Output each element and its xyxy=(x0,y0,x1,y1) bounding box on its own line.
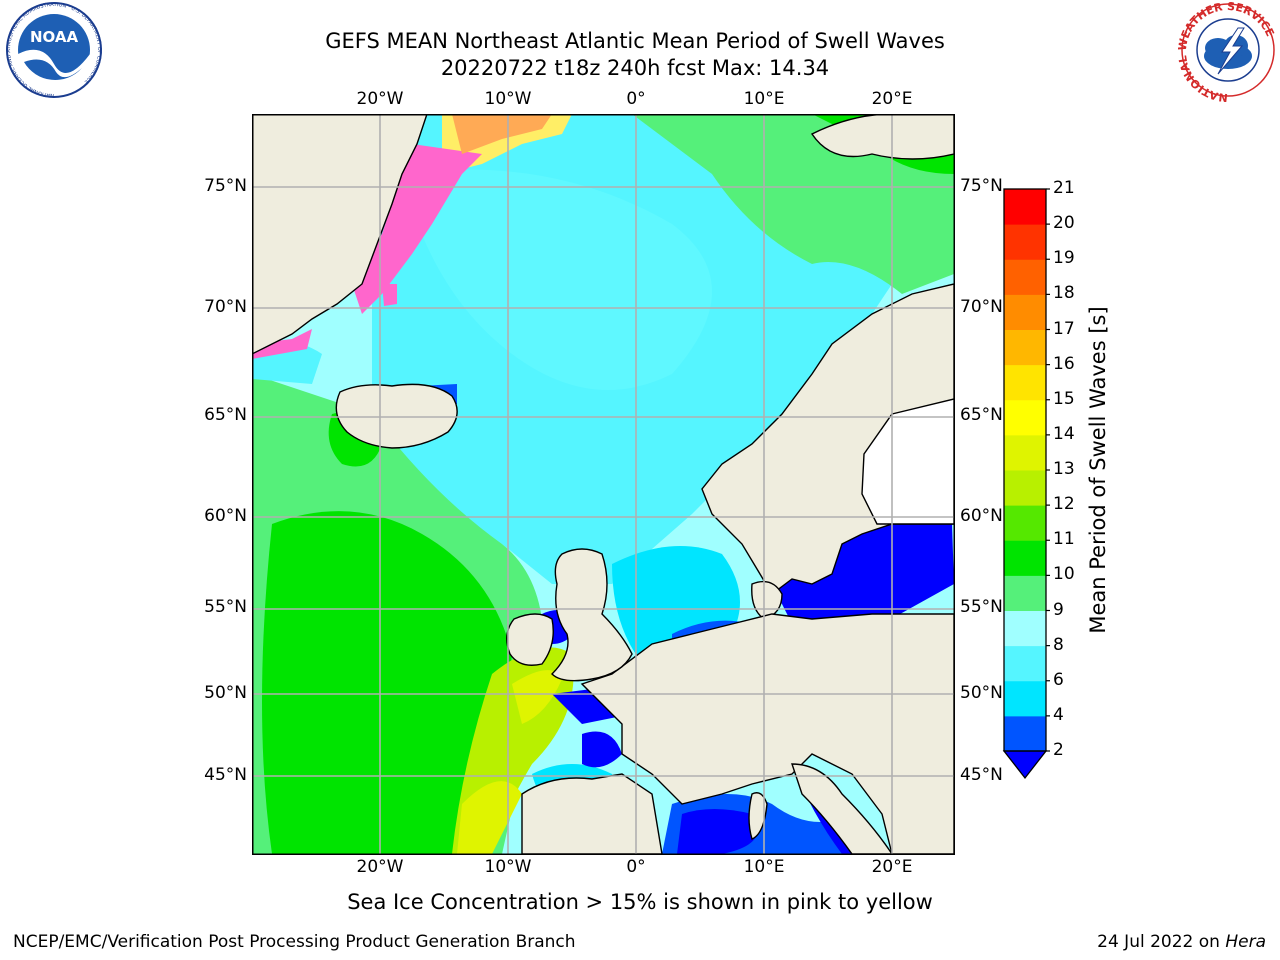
lat-label-left: 75°N xyxy=(204,176,247,196)
continental-europe xyxy=(580,613,954,854)
colorbar-segment xyxy=(1004,610,1046,647)
credit-text: NCEP/EMC/Verification Post Processing Pr… xyxy=(13,932,576,952)
lon-label-bottom: 20°E xyxy=(871,857,913,877)
map-frame xyxy=(252,114,955,855)
colorbar-segment xyxy=(1004,645,1046,682)
nws-logo: NATIONAL WEATHER SERVICE xyxy=(1178,2,1277,102)
host-name: Hera xyxy=(1225,932,1266,952)
lat-label-right: 60°N xyxy=(960,506,1003,526)
colorbar-segment xyxy=(1004,715,1046,752)
iberia xyxy=(521,773,663,854)
colorbar-segment xyxy=(1004,434,1046,471)
colorbar-tick-label: 12 xyxy=(1053,494,1075,515)
sea-ice-caption: Sea Ice Concentration > 15% is shown in … xyxy=(347,890,933,914)
colorbar-segment xyxy=(1004,680,1046,717)
noaa-logo-text: NOAA xyxy=(30,28,79,46)
lat-label-left: 45°N xyxy=(204,765,247,785)
colorbar-tick-label: 19 xyxy=(1053,248,1075,269)
lat-label-right: 50°N xyxy=(960,683,1003,703)
date-prefix: 24 Jul 2022 on xyxy=(1097,932,1226,952)
lat-label-right: 65°N xyxy=(960,405,1003,425)
lon-label-top: 10°E xyxy=(743,89,785,109)
ireland xyxy=(506,613,554,666)
colorbar-tick-label: 18 xyxy=(1053,283,1075,304)
lon-label-top: 20°E xyxy=(871,89,913,109)
colorbar-segment xyxy=(1004,575,1046,611)
plot-title: GEFS MEAN Northeast Atlantic Mean Period… xyxy=(325,29,945,53)
lat-label-left: 65°N xyxy=(204,405,247,425)
colorbar-segment xyxy=(1004,540,1046,576)
lat-label-left: 50°N xyxy=(204,683,247,703)
lat-label-right: 70°N xyxy=(960,297,1003,317)
lon-label-bottom: 20°W xyxy=(356,857,404,877)
colorbar-tick-label: 4 xyxy=(1053,704,1064,725)
colorbar-tick-label: 8 xyxy=(1053,634,1064,655)
colorbar-tick-label: 6 xyxy=(1053,669,1064,690)
lon-label-bottom: 0° xyxy=(626,857,646,877)
graticule xyxy=(252,114,954,854)
lat-label-right: 75°N xyxy=(960,176,1003,196)
lon-label-top: 0° xyxy=(626,89,646,109)
lat-label-right: 55°N xyxy=(960,597,1003,617)
lat-label-left: 70°N xyxy=(204,297,247,317)
colorbar-tick-label: 17 xyxy=(1053,318,1075,339)
noaa-logo: NOAA NATIONAL OCEANIC AND ATMOSPHERIC AD… xyxy=(6,2,102,98)
date-text: 24 Jul 2022 on Hera xyxy=(1097,932,1266,952)
italy xyxy=(791,763,893,854)
colorbar-segment xyxy=(1004,329,1046,366)
colorbar-tick-label: 13 xyxy=(1053,459,1075,479)
lat-label-left: 55°N xyxy=(204,597,247,617)
greenland xyxy=(252,114,428,355)
colorbar-tick-label: 20 xyxy=(1053,213,1075,234)
colorbar-label: Mean Period of Swell Waves [s] xyxy=(1086,306,1110,634)
colorbar-tick-label: 9 xyxy=(1053,599,1064,620)
colorbar-segment xyxy=(1004,294,1046,330)
lat-label-left: 60°N xyxy=(204,506,247,526)
colorbar-tick-label: 15 xyxy=(1053,388,1075,409)
colorbar-segment xyxy=(1004,399,1046,436)
colorbar-tick-label: 14 xyxy=(1053,423,1075,444)
plot-subtitle: 20220722 t18z 240h fcst Max: 14.34 xyxy=(440,56,830,80)
lat-label-right: 45°N xyxy=(960,765,1003,785)
colorbar-segment xyxy=(1004,505,1046,541)
lon-label-top: 10°W xyxy=(484,89,532,109)
colorbar-tick-label: 21 xyxy=(1053,178,1075,198)
colorbar-underflow-arrow xyxy=(1002,750,1048,780)
colorbar-segment xyxy=(1004,470,1046,506)
sardinia xyxy=(748,792,768,840)
map-panel xyxy=(252,114,955,855)
colorbar-segment xyxy=(1004,364,1046,401)
colorbar-segment xyxy=(1004,189,1046,225)
colorbar-tick-label: 16 xyxy=(1053,353,1075,374)
colorbar-tick-label: 11 xyxy=(1053,529,1075,550)
colorbar-segment xyxy=(1004,259,1046,295)
lon-label-top: 20°W xyxy=(356,89,404,109)
great-britain xyxy=(551,548,633,682)
colorbar-segment xyxy=(1004,224,1046,260)
colorbar-tick-label: 10 xyxy=(1053,564,1075,585)
svalbard xyxy=(810,114,954,160)
colorbar-tick-label: 2 xyxy=(1053,740,1064,760)
colorbar xyxy=(1002,188,1050,780)
lon-label-bottom: 10°E xyxy=(743,857,785,877)
lon-label-bottom: 10°W xyxy=(484,857,532,877)
swell-field xyxy=(252,114,954,854)
gulf-of-bothnia xyxy=(861,398,954,525)
